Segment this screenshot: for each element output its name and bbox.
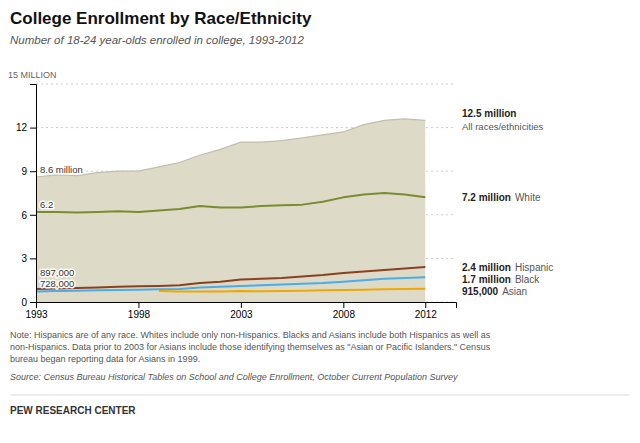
- y-tick-mark: [30, 84, 36, 85]
- series-label: White: [515, 192, 541, 203]
- data-label: 6.2: [40, 199, 53, 210]
- chart: College Enrollment by Race/Ethnicity Numb…: [0, 0, 640, 443]
- x-tick: 1998: [128, 302, 151, 320]
- x-tick: 2008: [333, 302, 356, 320]
- x-tick-mark: [425, 302, 426, 308]
- y-tick-mark: [30, 215, 36, 216]
- y-tick: 12: [16, 122, 36, 133]
- line: [159, 289, 425, 292]
- y-tick: 9: [21, 166, 36, 177]
- separator: [10, 395, 630, 396]
- data-label: 8.6 million: [40, 164, 83, 175]
- grid: [36, 84, 456, 302]
- line: [36, 277, 425, 291]
- y-tick: 6: [21, 210, 36, 221]
- x-tick-label: 2012: [415, 309, 438, 320]
- x-tick-mark: [241, 302, 242, 308]
- series-label: Black: [515, 274, 540, 285]
- series-label: Asian: [502, 286, 527, 297]
- data-label: 2.4 million: [462, 262, 511, 273]
- y-tick: 15 MILLION: [8, 70, 57, 85]
- end-label: 7.2 million White: [462, 192, 541, 203]
- y-tick-label: 15 MILLION: [8, 70, 57, 80]
- area: [36, 119, 425, 302]
- x-tick: 1993: [25, 302, 48, 320]
- y-tick-mark: [30, 258, 36, 259]
- data-label: 915,000: [462, 286, 499, 297]
- end-label: 1.7 million Black: [462, 274, 540, 285]
- data-label: 897,000: [40, 267, 74, 278]
- data-label: 1.7 million: [462, 274, 511, 285]
- x-tick-label: 1998: [128, 309, 151, 320]
- x-tick: 2012: [415, 302, 438, 320]
- y-tick-label: 6: [21, 210, 27, 221]
- x-tick-mark: [138, 302, 139, 308]
- y-tick: 0: [21, 297, 36, 308]
- y-tick-label: 3: [21, 253, 27, 264]
- y-tick: 3: [21, 253, 36, 264]
- data-label: 728,000: [40, 278, 74, 289]
- end-label: 915,000Asian: [462, 286, 527, 297]
- x-axis-line: [37, 303, 457, 309]
- y-axis-line: [30, 85, 37, 303]
- title: College Enrollment by Race/Ethnicity: [10, 9, 312, 28]
- notes: Note: Hispanics are of any race. Whites …: [10, 330, 491, 364]
- footer: PEW RESEARCH CENTER: [10, 405, 136, 416]
- y-tick-mark: [30, 302, 36, 303]
- x-tick: 2003: [230, 302, 253, 320]
- x-tick-label: 2008: [333, 309, 356, 320]
- subtitle: Number of 18-24 year-olds enrolled in co…: [10, 34, 304, 46]
- x-axis: 1993 1998 2003 2008 2012: [25, 302, 456, 320]
- line: [36, 193, 425, 213]
- y-tick-mark: [30, 128, 36, 129]
- x-tick-label: 1993: [25, 309, 48, 320]
- note: Note: Hispanics are of any race. Whites …: [10, 330, 491, 340]
- y-tick-label: 9: [21, 166, 27, 177]
- x-tick-mark: [343, 302, 344, 308]
- area-edge: [36, 119, 425, 177]
- grid-line: [36, 84, 456, 85]
- x-tick-label: 2003: [230, 309, 253, 320]
- labels: 728,000897,000 6.2 8.6 million 12.5 million…: [40, 108, 553, 296]
- note: bureau began reporting data for Asians i…: [10, 354, 200, 364]
- data-label: 12.5 million: [462, 108, 516, 119]
- marks: [36, 119, 425, 302]
- data-label: 7.2 million: [462, 192, 511, 203]
- series-label: All races/ethnicities: [462, 121, 544, 132]
- plot-area: 1993 1998 2003 2008 2012 0 3 6 9 12 15 MILLION 728,…: [8, 70, 553, 321]
- source: Source: Census Bureau Historical Tables …: [10, 372, 458, 382]
- y-tick-label: 12: [16, 122, 28, 133]
- series-label: Hispanic: [515, 262, 553, 273]
- y-tick-label: 0: [21, 297, 27, 308]
- y-tick-mark: [30, 171, 36, 172]
- end-label: 2.4 million Hispanic: [462, 262, 553, 273]
- note: non-Hispanics. Data prior to 2003 for As…: [10, 342, 491, 352]
